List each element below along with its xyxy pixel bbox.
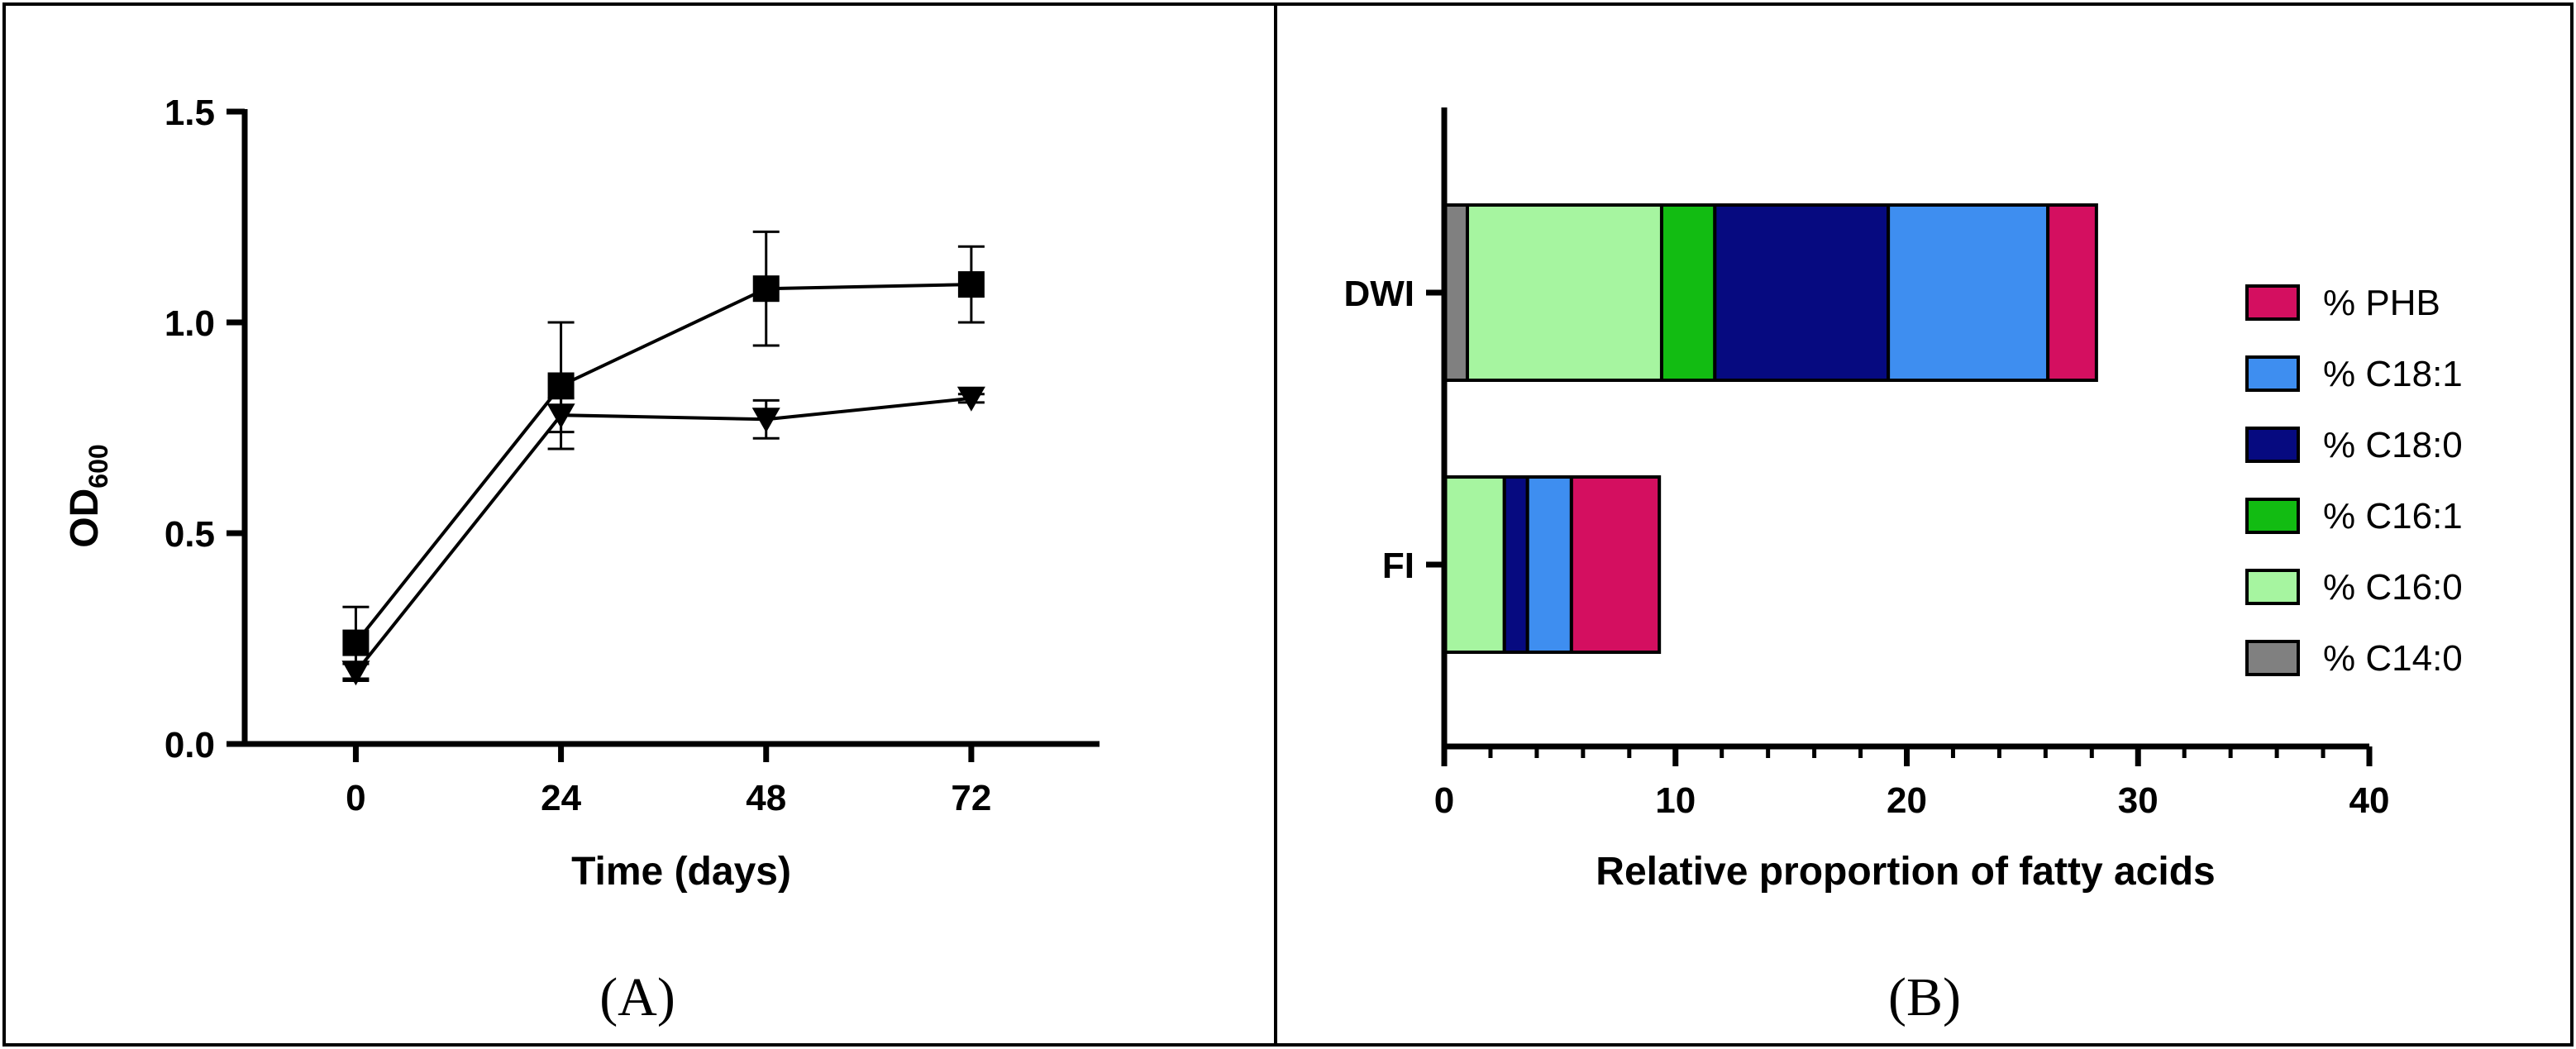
y-axis-title-a: OD600 [63, 444, 113, 547]
legend-swatch [2245, 569, 2300, 605]
x-tick-label: 0 [1434, 780, 1454, 821]
legend-label: % C18:0 [2323, 425, 2463, 465]
legend-label: % PHB [2323, 283, 2440, 323]
legend-b: % PHB % C18:1 % C18:0 % C16:1 % C16:0 % C14:0 [2245, 283, 2463, 679]
bar-segment [1659, 203, 1717, 382]
x-tick-label: 40 [2349, 780, 2390, 821]
y-tick-label: 1.5 [165, 93, 215, 133]
x-tick-label: 48 [746, 778, 786, 818]
legend-item: % PHB [2245, 283, 2440, 323]
bar-segment [1569, 475, 1662, 654]
legend-item: % C16:0 [2245, 567, 2463, 608]
legend-item: % C18:1 [2245, 354, 2463, 394]
legend-label: % C16:1 [2323, 496, 2463, 536]
series-triangle-down [341, 386, 985, 686]
legend-swatch [2245, 427, 2300, 463]
bar-segment [1502, 475, 1529, 654]
bar-segment [1443, 475, 1506, 654]
x-tick-label: 72 [951, 778, 991, 818]
bar-segment [1465, 203, 1663, 382]
y-axis-title-main: OD [63, 489, 107, 548]
x-tick-label: 0 [346, 778, 365, 818]
x-tick-label: 30 [2118, 780, 2159, 821]
series-square [342, 230, 985, 680]
legend-item: % C16:1 [2245, 496, 2463, 536]
legend-item: % C18:0 [2245, 425, 2463, 465]
x-axis-title-b: Relative proportion of fatty acids [1596, 850, 2215, 894]
legend-swatch [2245, 640, 2300, 676]
svg-text:OD600: OD600 [63, 444, 113, 547]
y-axis-title-sub: 600 [83, 444, 113, 488]
legend-label: % C14:0 [2323, 638, 2463, 679]
bar-fi [1443, 475, 1662, 654]
bar-segment [1525, 475, 1573, 654]
data-point-triangle [956, 386, 985, 412]
bar-segment [1443, 203, 1469, 382]
data-point-square [342, 629, 370, 656]
category-label: FI [1382, 546, 1414, 586]
legend-swatch [2245, 284, 2300, 321]
x-axis-title-a: Time (days) [571, 850, 791, 894]
y-tick-label: 0.5 [165, 514, 215, 555]
series-line [354, 283, 971, 644]
category-label: DWI [1343, 274, 1414, 314]
x-ticks-b: 0 10 20 30 40 [1434, 746, 2390, 821]
legend-swatch [2245, 355, 2300, 392]
y-tick-label: 0.0 [165, 725, 215, 765]
bar-segment [1713, 203, 1891, 382]
data-point-square [752, 275, 780, 303]
y-ticks-a: 0.0 0.5 1.0 1.5 [165, 93, 245, 765]
data-point-triangle [341, 660, 370, 686]
legend-label: % C16:0 [2323, 567, 2463, 608]
x-ticks-a: 0 24 48 72 [346, 744, 991, 818]
x-tick-label: 20 [1887, 780, 1927, 821]
bar-segment [1887, 203, 2050, 382]
data-point-square [957, 271, 985, 298]
bars-group-b [1443, 203, 2098, 654]
category-labels-b: DWI FI [1343, 274, 1444, 586]
legend-swatch [2245, 498, 2300, 534]
data-point-triangle [751, 408, 780, 433]
line-chart-a: 0.0 0.5 1.0 1.5 0 24 48 72 Time (days) OD600 (… [63, 93, 1100, 1028]
series-group-a [341, 230, 985, 686]
bar-chart-b: 0 10 20 30 40 DWI FI % PHB % C18:1 % C18:0 % C16… [1343, 107, 2463, 1028]
series-line [354, 396, 972, 674]
bar-dwi [1443, 203, 2098, 382]
legend-item: % C14:0 [2245, 638, 2463, 679]
bar-segment [2046, 203, 2098, 382]
x-tick-label: 24 [541, 778, 581, 818]
x-tick-label: 10 [1655, 780, 1696, 821]
data-point-triangle [546, 403, 575, 429]
panel-label-b: (B) [1888, 967, 1961, 1028]
data-point-square [547, 372, 575, 399]
y-tick-label: 1.0 [165, 303, 215, 344]
panel-label-a: (A) [599, 967, 675, 1028]
legend-label: % C18:1 [2323, 354, 2463, 394]
